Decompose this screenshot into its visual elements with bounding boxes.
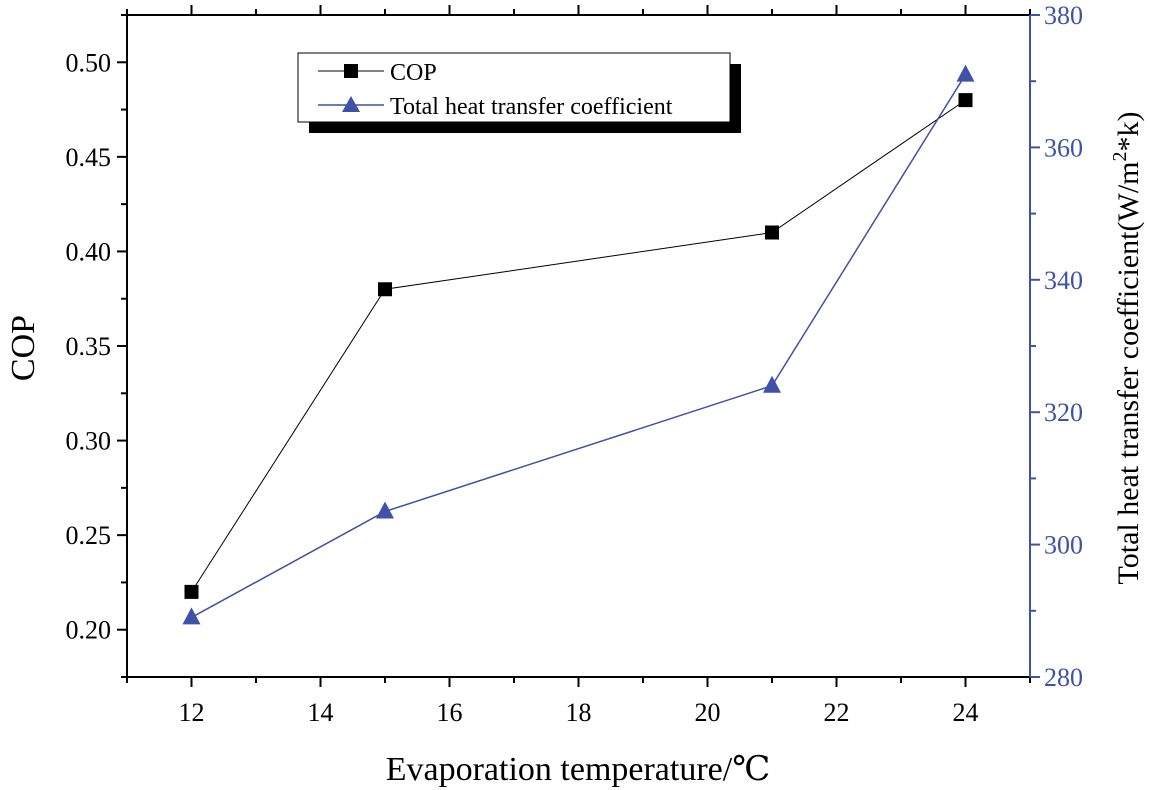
legend-marker-cop <box>344 64 358 78</box>
y-axis-right-label-tail: *k) <box>1112 112 1145 152</box>
legend: COP Total heat transfer coefficient <box>297 52 741 133</box>
x-tick-label: 14 <box>308 698 334 727</box>
y-left-tick-label: 0.45 <box>66 143 112 172</box>
y-axis-left-label: COP <box>5 315 42 381</box>
y-axis-right-label-main: Total heat transfer coefficient(W/m <box>1112 162 1145 585</box>
legend-box <box>297 52 731 123</box>
cop-point <box>765 225 779 240</box>
y-right-tick-label: 320 <box>1044 398 1083 427</box>
x-tick-label: 24 <box>953 698 979 727</box>
series-layer <box>182 64 975 625</box>
htc-point <box>182 607 201 625</box>
x-tick-label: 12 <box>179 698 205 727</box>
axes: 12 14 16 18 20 22 24 0.20 0.25 0.30 0.35 0.40 0.45 0.… <box>66 1 1084 727</box>
htc-line <box>191 74 967 619</box>
htc-point <box>956 64 975 82</box>
x-tick-label: 18 <box>566 698 592 727</box>
y-left-tick-label: 0.30 <box>66 427 112 456</box>
y-left-tick-label: 0.50 <box>66 48 112 77</box>
legend-label-cop: COP <box>390 60 437 86</box>
y-left-tick-label: 0.40 <box>66 237 112 266</box>
y-axis-right-label: Total heat transfer coefficient(W/m2*k) <box>1109 112 1145 585</box>
cop-line <box>191 99 966 593</box>
legend-label-htc: Total heat transfer coefficient <box>390 94 673 120</box>
x-axis-label: Evaporation temperature/℃ <box>386 751 771 788</box>
y-right-tick-label: 300 <box>1044 531 1083 560</box>
htc-point <box>763 375 781 393</box>
y-left-tick-label: 0.35 <box>66 332 112 361</box>
y-axis-right-label-sup: 2 <box>1109 152 1131 162</box>
x-tick-label: 20 <box>695 698 721 727</box>
y-left-tick-label: 0.20 <box>66 616 112 645</box>
x-tick-label: 22 <box>824 698 850 727</box>
y-right-tick-label: 280 <box>1044 663 1083 692</box>
cop-point <box>378 282 392 297</box>
y-right-tick-label: 360 <box>1044 133 1083 162</box>
legend-marker-htc <box>342 96 360 112</box>
cop-point <box>958 93 973 108</box>
x-tick-label: 16 <box>437 698 463 727</box>
y-left-tick-label: 0.25 <box>66 521 112 550</box>
htc-point <box>376 501 394 519</box>
y-right-tick-label: 340 <box>1044 266 1083 295</box>
cop-point <box>184 584 199 599</box>
y-right-tick-label: 380 <box>1044 1 1083 30</box>
